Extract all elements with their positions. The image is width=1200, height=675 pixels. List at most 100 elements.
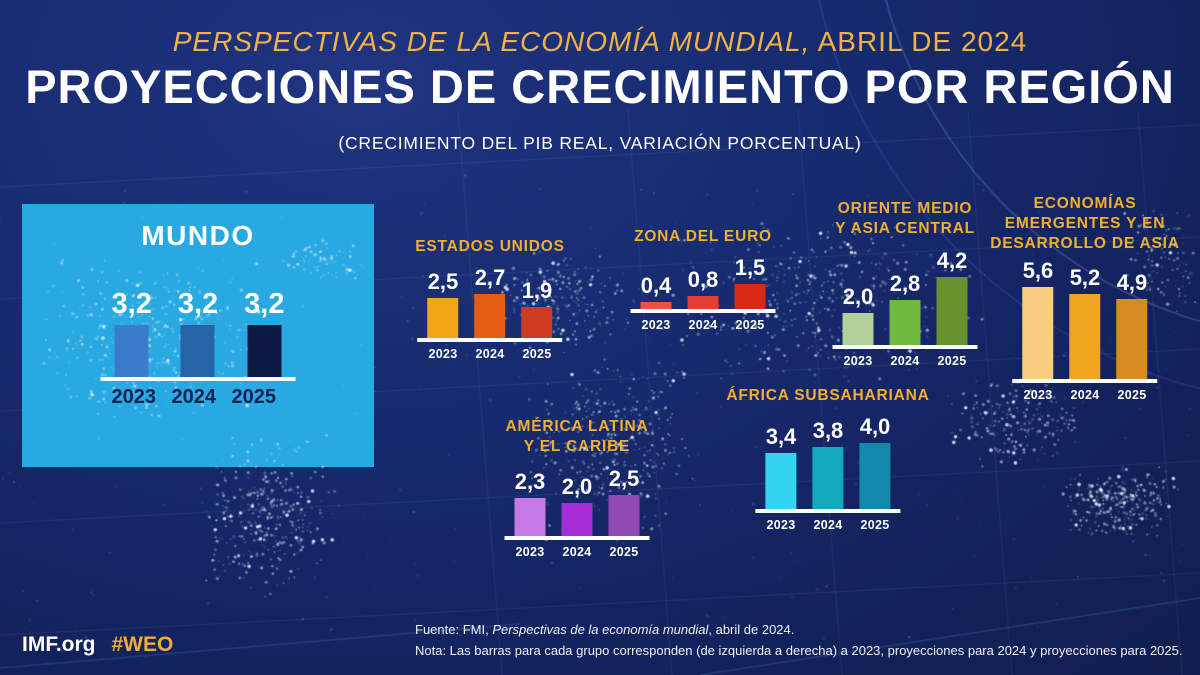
bar-2024 (687, 295, 719, 309)
region-title-line: Y ASIA CENTRAL (835, 220, 975, 238)
year-label: 2024 (813, 517, 843, 532)
bars-group: 0,4 0,8 1,5 (630, 255, 776, 313)
bar-column-2025: 1,5 (734, 255, 766, 309)
bar-value: 3,2 (111, 288, 152, 320)
world-chart-title: MUNDO (141, 220, 255, 251)
bar-2023 (427, 297, 459, 339)
year-label: 2024 (475, 347, 505, 362)
region-title: AMÉRICA LATINA Y EL CARIBE (506, 417, 649, 458)
bar-value: 2,0 (842, 283, 874, 309)
bar-column-2023: 0,4 (640, 275, 672, 309)
year-label: 2023 (641, 317, 671, 332)
bar-2025 (247, 325, 282, 378)
bar-value: 2,7 (474, 265, 506, 291)
year-label: 2024 (562, 544, 592, 559)
region-title-line: DESARROLLO DE ASIA (990, 235, 1180, 253)
bar-2025 (936, 276, 968, 346)
year-label: 2024 (890, 354, 920, 369)
region-title-line: EMERGENTES Y EN (1004, 215, 1166, 233)
bar-value: 2,0 (561, 474, 593, 500)
bar-value: 0,8 (687, 266, 719, 292)
footer-notes: Fuente: FMI, Perspectivas de la economía… (415, 619, 1183, 662)
region-title-line: ESTADOS UNIDOS (415, 238, 565, 255)
bar-column-2024: 5,2 (1069, 266, 1101, 379)
bar-value: 3,8 (812, 417, 844, 443)
region-title: ÁFRICA SUBSAHARIANA (726, 386, 929, 406)
year-label: 2023 (766, 517, 796, 532)
bar-column-2025: 3,2 (244, 288, 285, 378)
source-line: Fuente: FMI, Perspectivas de la economía… (415, 619, 1183, 640)
bar-value: 2,8 (889, 270, 921, 296)
bar-column-2025: 2,5 (608, 465, 640, 536)
years-row: 2023 2024 2025 (833, 354, 978, 368)
year-label: 2023 (1023, 387, 1053, 402)
bar-value: 2,3 (514, 469, 546, 495)
bars-group: 5,6 5,2 4,9 (1012, 258, 1158, 383)
page-subtitle: (CRECIMIENTO DEL PIB REAL, VARIACIÓN POR… (338, 133, 862, 153)
report-date: ABRIL DE 2024 (817, 26, 1028, 57)
world-bars-chart: 3,2 3,2 3,2 2023 2024 2025 (100, 288, 296, 409)
bars-group: 2,5 2,7 1,9 (417, 265, 563, 343)
year-label: 2024 (688, 317, 718, 332)
bar-column-2023: 5,6 (1022, 258, 1054, 379)
bar-value: 2,5 (608, 465, 640, 491)
bar-column-2025: 4,2 (936, 249, 968, 346)
bar-2025 (1116, 298, 1148, 379)
bar-2023 (114, 325, 149, 378)
report-name: PERSPECTIVAS DE LA ECONOMÍA MUNDIAL, (172, 26, 811, 57)
bar-2024 (1069, 293, 1101, 379)
bar-2024 (889, 299, 921, 346)
year-label: 2023 (428, 347, 458, 362)
region-title-line: ZONA DEL EURO (634, 228, 772, 245)
region-title: ZONA DEL EURO (634, 227, 772, 247)
region-title-line: Y EL CARIBE (523, 438, 631, 456)
bar-2023 (842, 312, 874, 346)
year-label: 2023 (843, 354, 873, 369)
bar-2024 (812, 446, 844, 509)
region-title: ORIENTE MEDIO Y ASIA CENTRAL (835, 199, 975, 240)
world-chart-section: MUNDO 3,2 3,2 3,2 2023 2024 2025 (22, 204, 374, 467)
year-label: 2025 (522, 347, 552, 362)
years-row: 2023 2024 2025 (756, 518, 901, 532)
year-label: 2025 (231, 386, 277, 409)
report-kicker: PERSPECTIVAS DE LA ECONOMÍA MUNDIAL, ABR… (0, 26, 1200, 58)
region-title-line: AMÉRICA LATINA (505, 418, 649, 435)
bars-group: 2,0 2,8 4,2 (832, 249, 978, 350)
bar-value: 1,9 (521, 278, 553, 304)
footer-brand: IMF.org #WEO (22, 633, 173, 657)
bar-value: 3,2 (177, 288, 219, 320)
year-label: 2024 (1070, 387, 1100, 402)
bar-value: 4,9 (1116, 269, 1148, 295)
page-title: PROYECCIONES DE CRECIMIENTO POR REGIÓN (25, 60, 1175, 113)
year-label: 2024 (171, 386, 217, 409)
bar-column-2023: 2,5 (427, 268, 459, 339)
bar-column-2023: 3,4 (765, 426, 797, 509)
year-label: 2025 (860, 517, 890, 532)
bar-value: 2,5 (427, 268, 459, 294)
years-row: 2023 2024 2025 (101, 386, 296, 409)
weo-hashtag: #WEO (111, 633, 174, 656)
bar-value: 4,0 (859, 414, 891, 440)
bar-value: 5,6 (1022, 258, 1054, 284)
region-chart-economias-emergentes-asia: ECONOMÍAS EMERGENTES Y EN DESARROLLO DE … (990, 194, 1180, 402)
region-chart-oriente-medio-y-asia-central: ORIENTE MEDIO Y ASIA CENTRAL 2,0 2,8 4,2… (832, 199, 978, 368)
bar-column-2023: 2,3 (514, 469, 546, 536)
bar-value: 3,2 (244, 288, 285, 320)
source-suffix: , abril de 2024. (708, 622, 795, 637)
source-prefix: Fuente: FMI, (415, 622, 493, 637)
bar-value: 1,5 (734, 255, 766, 281)
region-chart-zona-del-euro: ZONA DEL EURO 0,4 0,8 1,5 2023 2024 2025 (630, 227, 776, 332)
bar-column-2023: 3,2 (111, 288, 152, 378)
bar-2023 (765, 453, 797, 509)
bar-2024 (474, 294, 506, 339)
year-label: 2023 (515, 544, 545, 559)
bar-2025 (734, 284, 766, 309)
bar-column-2025: 1,9 (521, 278, 553, 339)
bar-2025 (859, 443, 891, 509)
bar-column-2025: 4,0 (859, 414, 891, 509)
year-label: 2023 (111, 386, 157, 409)
bar-column-2024: 3,2 (177, 288, 219, 378)
bar-column-2024: 2,7 (474, 265, 506, 339)
region-title-line: ECONOMÍAS (1033, 195, 1137, 212)
